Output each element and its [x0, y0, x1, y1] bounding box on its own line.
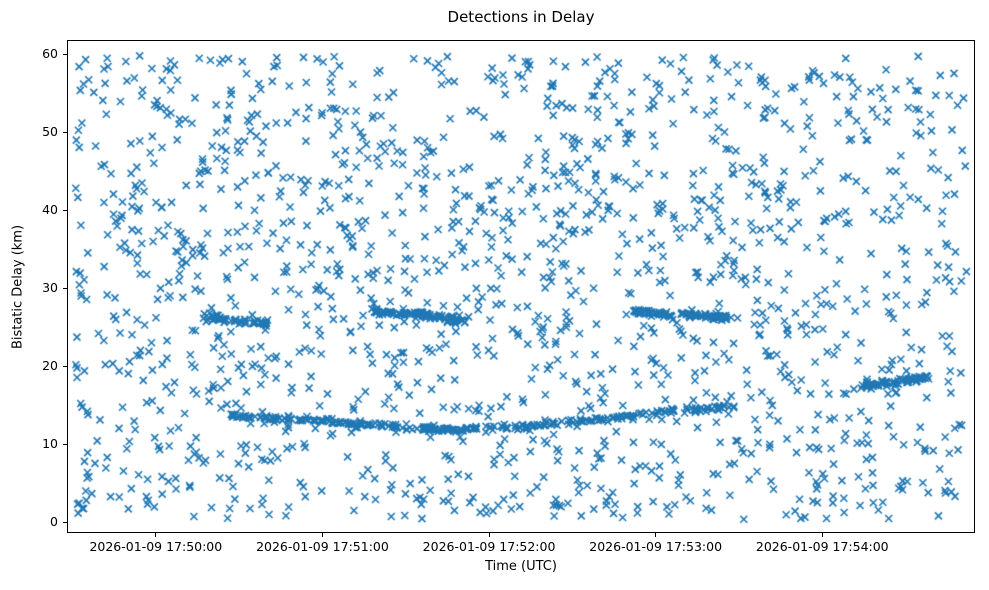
- y-tick-label: 10: [42, 436, 58, 452]
- y-tick-label: 40: [42, 202, 58, 218]
- chart-title: Detections in Delay: [447, 8, 595, 26]
- y-tick-mark: [63, 521, 67, 523]
- x-tick-mark: [821, 533, 823, 537]
- x-tick-mark: [655, 533, 657, 537]
- y-tick-mark: [63, 131, 67, 133]
- y-tick-label: 60: [42, 46, 58, 62]
- x-tick-label: 2026-01-09 17:50:00: [89, 539, 223, 554]
- y-tick-label: 50: [42, 124, 58, 140]
- x-tick-label: 2026-01-09 17:53:00: [589, 539, 723, 554]
- plot-area: [67, 40, 975, 533]
- x-tick-label: 2026-01-09 17:52:00: [422, 539, 556, 554]
- x-tick-label: 2026-01-09 17:54:00: [755, 539, 889, 554]
- y-tick-mark: [63, 53, 67, 55]
- x-tick-label: 2026-01-09 17:51:00: [256, 539, 389, 554]
- x-tick-mark: [488, 533, 490, 537]
- y-tick-label: 20: [42, 358, 58, 374]
- y-tick-label: 0: [50, 514, 58, 530]
- y-tick-mark: [63, 365, 67, 367]
- y-tick-mark: [63, 209, 67, 211]
- x-axis-label: Time (UTC): [485, 559, 557, 574]
- y-tick-label: 30: [42, 280, 58, 296]
- y-tick-mark: [63, 443, 67, 445]
- y-tick-mark: [63, 287, 67, 289]
- scatter-points-canvas: [68, 41, 974, 532]
- x-tick-mark: [321, 533, 323, 537]
- x-tick-mark: [155, 533, 157, 537]
